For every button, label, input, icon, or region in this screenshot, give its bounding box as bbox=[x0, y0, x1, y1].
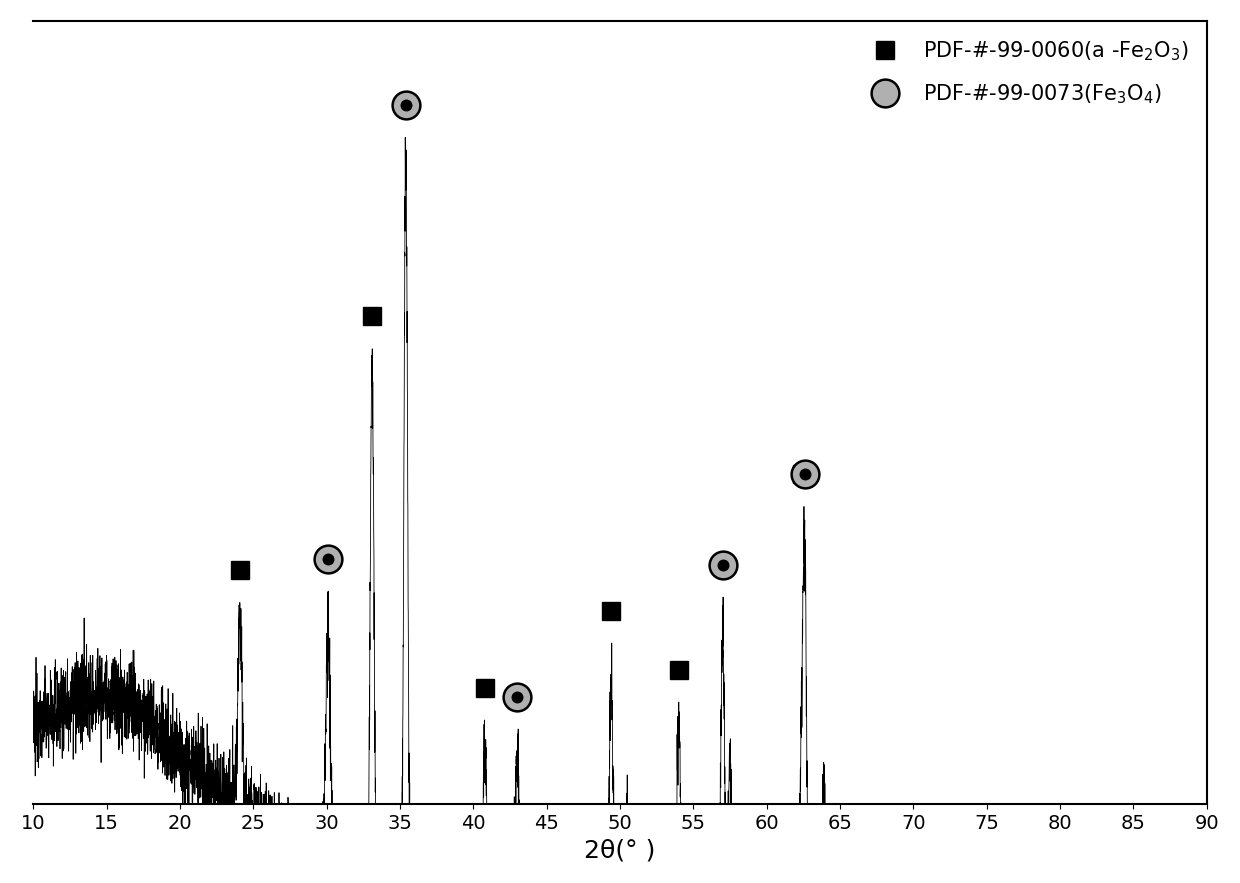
X-axis label: 2θ(° ): 2θ(° ) bbox=[584, 838, 656, 862]
Legend: PDF-#-99-0060(a -Fe$_2$O$_3$), PDF-#-99-0073(Fe$_3$O$_4$): PDF-#-99-0060(a -Fe$_2$O$_3$), PDF-#-99-… bbox=[856, 31, 1197, 114]
